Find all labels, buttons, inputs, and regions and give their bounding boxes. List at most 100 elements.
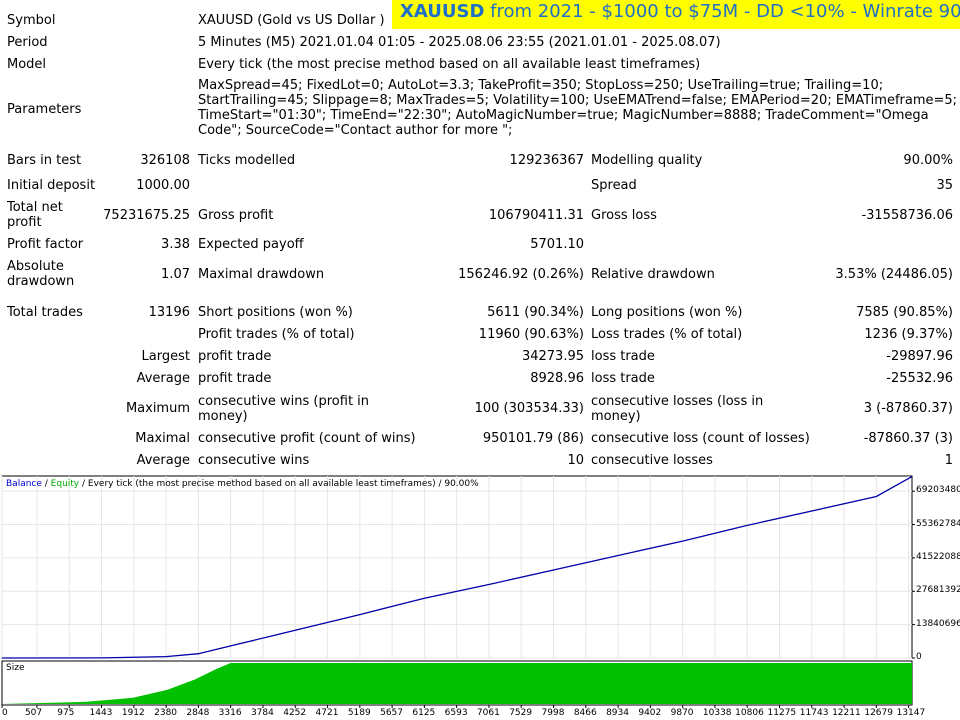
y-tick-label: 69203480 xyxy=(916,485,960,496)
y-tick-label: 55362784 xyxy=(916,518,960,529)
gross-loss-value: -31558736.06 xyxy=(861,208,953,223)
ticks-value: 129236367 xyxy=(509,153,584,168)
total-trades-value: 13196 xyxy=(148,305,190,320)
maximal-drawdown-label: Maximal drawdown xyxy=(198,267,325,282)
legend-rest: / Every tick (the most precise method ba… xyxy=(79,479,479,489)
balance-chart-svg xyxy=(1,475,915,708)
total-trades-label: Total trades xyxy=(7,305,83,320)
average-consecutive-losses-value: 1 xyxy=(944,453,953,468)
x-tick-label: 5189 xyxy=(347,708,371,718)
symbol-value: XAUUSD (Gold vs US Dollar ) xyxy=(198,13,385,28)
x-tick-label: 7998 xyxy=(541,708,565,718)
parameters-value: MaxSpread=45; FixedLot=0; AutoLot=3.3; T… xyxy=(198,78,958,138)
largest-profit-label: profit trade xyxy=(198,349,272,364)
long-positions-value: 7585 (90.85%) xyxy=(856,305,953,320)
x-tick-label: 11743 xyxy=(799,708,829,718)
spread-label: Spread xyxy=(591,178,637,193)
x-tick-label: 2848 xyxy=(186,708,210,718)
model-label: Model xyxy=(7,57,47,72)
model-value: Every tick (the most precise method base… xyxy=(198,57,701,72)
x-tick-label: 975 xyxy=(57,708,75,718)
max-consecutive-losses-value: 3 (-87860.37) xyxy=(863,401,953,416)
largest-loss-label: loss trade xyxy=(591,349,655,364)
x-tick-label: 507 xyxy=(24,708,43,718)
loss-trades-value: 1236 (9.37%) xyxy=(864,327,953,342)
gross-profit-label: Gross profit xyxy=(198,208,274,223)
profit-trades-value: 11960 (90.63%) xyxy=(478,327,584,342)
short-positions-label: Short positions (won %) xyxy=(198,305,353,320)
banner-description: from 2021 - $1000 to $75M - DD <10% - Wi… xyxy=(484,1,960,22)
x-tick-label: 9870 xyxy=(670,708,694,718)
short-positions-value: 5611 (90.34%) xyxy=(487,305,584,320)
y-tick-label: 27681392 xyxy=(916,585,960,596)
profit-trades-label: Profit trades (% of total) xyxy=(198,327,355,342)
x-tick-label: 12679 xyxy=(864,708,893,718)
x-tick-label: 3784 xyxy=(250,708,274,718)
largest-loss-value: -29897.96 xyxy=(886,349,953,364)
maximum-label: Maximum xyxy=(125,401,190,416)
net-profit-value: 75231675.25 xyxy=(103,208,190,223)
spread-value: 35 xyxy=(936,178,953,193)
relative-drawdown-value: 3.53% (24486.05) xyxy=(835,267,953,282)
average-loss-label: loss trade xyxy=(591,371,655,386)
modelling-quality-label: Modelling quality xyxy=(591,153,703,168)
average-consecutive-wins-value: 10 xyxy=(567,453,584,468)
y-tick-label: 0 xyxy=(916,652,922,662)
x-tick-label: 9402 xyxy=(638,708,662,718)
gross-loss-label: Gross loss xyxy=(591,208,657,223)
average-profit-label: profit trade xyxy=(198,371,272,386)
x-tick-label: 2380 xyxy=(154,708,178,718)
banner: XAUUSD from 2021 - $1000 to $75M - DD <1… xyxy=(392,0,960,29)
average-consecutive-losses-label: consecutive losses xyxy=(591,453,713,468)
chart-legend: Balance / Equity / Every tick (the most … xyxy=(6,479,479,489)
absolute-drawdown-label: Absolute drawdown xyxy=(7,259,75,289)
ticks-label: Ticks modelled xyxy=(198,153,296,168)
average-consecutive-wins-label: consecutive wins xyxy=(198,453,310,468)
max-consecutive-wins-label: consecutive wins (profit in money) xyxy=(198,394,370,424)
axis-ticks xyxy=(1,490,915,708)
parameters-label: Parameters xyxy=(7,102,82,117)
maximal-consecutive-profit-value: 950101.79 (86) xyxy=(482,431,584,446)
banner-symbol: XAUUSD xyxy=(400,1,485,22)
long-positions-label: Long positions (won %) xyxy=(591,305,743,320)
size-label: Size xyxy=(6,663,25,673)
legend-sep: / xyxy=(41,479,51,489)
profit-factor-label: Profit factor xyxy=(7,237,84,252)
average-consecutive-label: Average xyxy=(136,453,190,468)
x-tick-label: 11275 xyxy=(767,708,797,718)
bars-label: Bars in test xyxy=(7,153,82,168)
average-profit-value: 8928.96 xyxy=(530,371,584,386)
chart-grid xyxy=(1,476,912,659)
x-tick-label: 7061 xyxy=(476,708,500,718)
net-profit-label: Total net profit xyxy=(7,200,63,230)
maximal-consecutive-loss-value: -87860.37 (3) xyxy=(863,431,953,446)
maximal-label: Maximal xyxy=(135,431,190,446)
max-consecutive-losses-label: consecutive losses (loss in money) xyxy=(591,394,764,424)
balance-chart: Balance / Equity / Every tick (the most … xyxy=(0,474,960,720)
x-tick-label: 10338 xyxy=(702,708,732,718)
x-tick-label: 12211 xyxy=(832,708,861,718)
modelling-quality-value: 90.00% xyxy=(903,153,953,168)
x-tick-label: 13147 xyxy=(896,708,926,718)
period-label: Period xyxy=(7,35,48,50)
max-consecutive-wins-value: 100 (303534.33) xyxy=(474,401,584,416)
x-tick-label: 4252 xyxy=(283,708,307,718)
absolute-drawdown-value: 1.07 xyxy=(161,267,190,282)
symbol-label: Symbol xyxy=(7,13,56,28)
legend-equity: Equity xyxy=(50,479,80,489)
deposit-value: 1000.00 xyxy=(136,178,190,193)
x-tick-label: 0 xyxy=(2,708,8,718)
x-tick-label: 10806 xyxy=(735,708,764,718)
largest-profit-value: 34273.95 xyxy=(521,349,584,364)
y-tick-label: 13840696 xyxy=(916,618,960,629)
period-value: 5 Minutes (M5) 2021.01.04 01:05 - 2025.0… xyxy=(198,35,721,50)
x-tick-label: 1443 xyxy=(89,708,113,718)
size-area xyxy=(2,663,912,704)
y-tick-label: 41522088 xyxy=(916,551,960,562)
x-tick-label: 3316 xyxy=(218,708,242,718)
maximal-consecutive-profit-label: consecutive profit (count of wins) xyxy=(198,431,416,446)
bars-value: 326108 xyxy=(140,153,190,168)
average-label: Average xyxy=(136,371,190,386)
expected-payoff-value: 5701.10 xyxy=(530,237,584,252)
legend-balance: Balance xyxy=(6,479,42,489)
